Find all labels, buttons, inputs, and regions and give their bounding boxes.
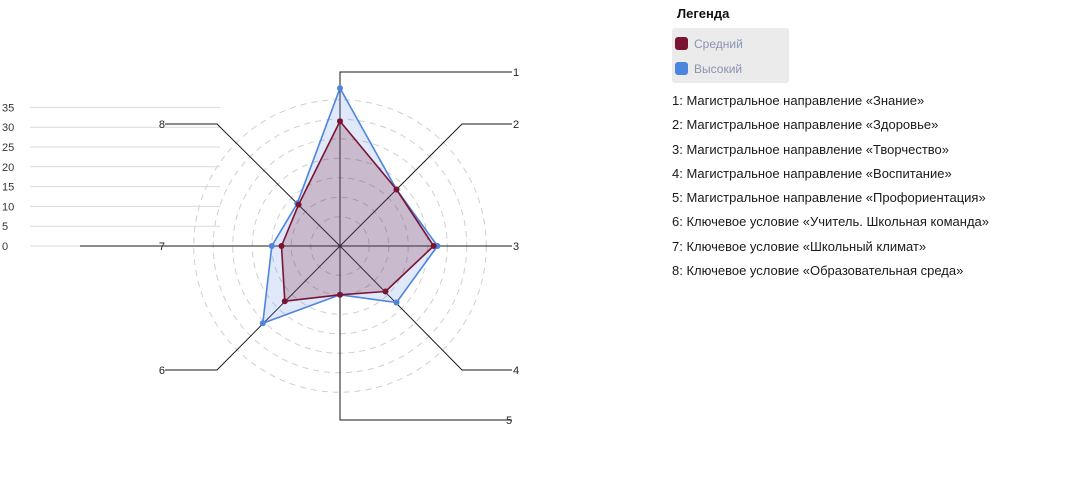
radar-axes: 1 2 3 4 5 6 7 8	[80, 67, 519, 427]
data-point-medium	[295, 201, 302, 208]
data-point-medium	[337, 118, 343, 125]
axis-label: 5	[506, 415, 512, 427]
axis-spoke	[165, 245, 341, 371]
data-point-high	[268, 243, 275, 249]
data-point-medium	[281, 298, 288, 305]
scale-tick-label: 25	[2, 142, 14, 154]
legend-label-medium: Средний	[694, 36, 743, 51]
radar-scale: 0 5 10 15 20 25 30 35	[2, 102, 220, 253]
data-point-medium	[382, 288, 389, 295]
axis-label: 2	[513, 119, 519, 131]
scale-tick-label: 5	[2, 221, 8, 233]
scale-tick-label: 15	[2, 182, 14, 194]
axis-label: 8	[159, 119, 165, 131]
axis-legend-item: 2: Магистральное направление «Здоровье»	[672, 117, 939, 133]
data-point-medium	[393, 186, 400, 193]
axis-legend-item: 7: Ключевое условие «Школьный климат»	[672, 238, 927, 254]
scale-tick-label: 10	[2, 201, 14, 213]
axis-legend-item: 3: Магистральное направление «Творчество…	[672, 141, 950, 157]
axis-label: 4	[513, 365, 519, 377]
axis-legend-item: 8: Ключевое условие «Образовательная сре…	[672, 263, 964, 279]
axis-legend-item: 4: Магистральное направление «Воспитание…	[672, 165, 952, 181]
axis-legend-item: 6: Ключевое условие «Учитель. Школьная к…	[672, 214, 990, 230]
axis-label: 7	[159, 241, 165, 253]
scale-tick-label: 35	[2, 102, 14, 114]
data-point-medium	[337, 291, 343, 298]
radar-series	[259, 85, 441, 327]
axis-label: 6	[159, 365, 165, 377]
axis-spoke	[339, 246, 512, 421]
axis-spoke	[339, 245, 512, 371]
data-point-high	[393, 299, 400, 306]
scale-tick-label: 20	[2, 162, 14, 174]
legend-title: Легенда	[677, 6, 730, 21]
legend-item-high[interactable]: Высокий	[672, 56, 789, 81]
legend: Легенда Средний Высокий 1: Магистральное…	[672, 6, 1072, 283]
legend-item-medium[interactable]: Средний	[672, 31, 789, 56]
scale-tick-label: 30	[2, 122, 14, 134]
axis-spoke	[339, 71, 512, 246]
axis-legend-item: 5: Магистральное направление «Профориент…	[672, 190, 986, 206]
legend-swatch-high	[675, 62, 688, 75]
data-point-medium	[278, 243, 285, 249]
scale-tick-label: 0	[2, 241, 8, 253]
axis-label: 1	[513, 67, 519, 79]
axis-legend-item: 1: Магистральное направление «Знание»	[672, 93, 925, 108]
legend-swatch-medium	[675, 37, 688, 50]
data-point-medium	[430, 243, 437, 249]
axis-legend: 1: Магистральное направление «Знание» 2:…	[672, 89, 1072, 283]
data-point-high	[337, 85, 343, 92]
data-point-high	[259, 320, 266, 327]
axis-label: 3	[513, 241, 519, 253]
axis-spoke	[339, 123, 512, 247]
legend-label-high: Высокий	[694, 61, 743, 76]
radar-chart: 0 5 10 15 20 25 30 35 1 2 3 4 5 6 7 8	[2, 67, 519, 427]
series-legend: Средний Высокий	[672, 28, 789, 83]
